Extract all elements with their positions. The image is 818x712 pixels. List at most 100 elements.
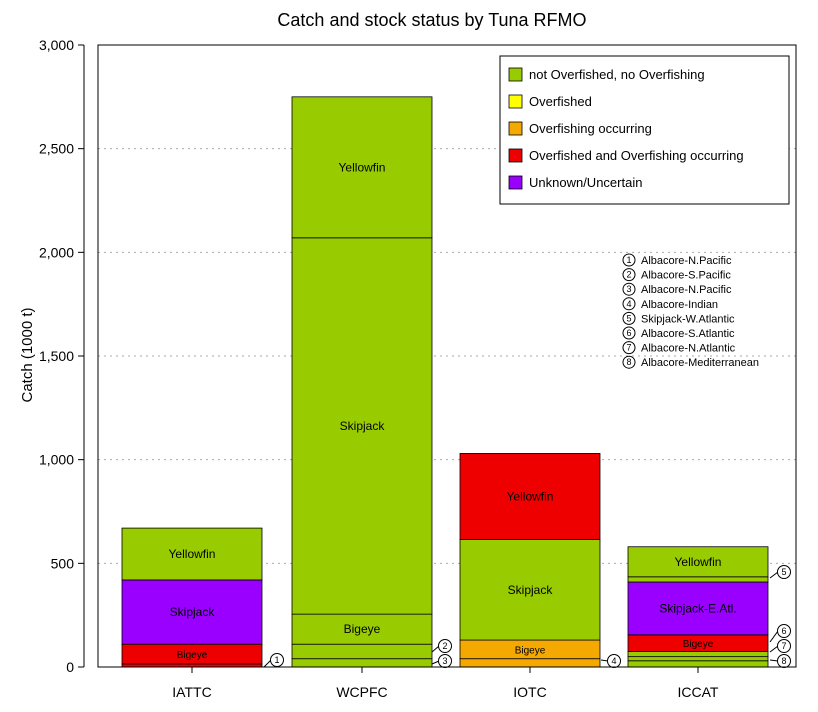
callout-number: 6 xyxy=(781,626,786,636)
segment-label: Yellowfin xyxy=(169,547,216,561)
key-marker xyxy=(622,253,636,267)
segment-label: Skipjack-E.Atl. xyxy=(659,601,736,615)
y-tick-label: 500 xyxy=(51,555,75,571)
bar-stack-iattc: Bigeye Skipjack Yellowfin xyxy=(121,527,263,668)
legend-swatch xyxy=(508,121,523,136)
y-tick-label: 2,500 xyxy=(39,141,74,157)
legend-swatch xyxy=(508,67,523,82)
key-marker xyxy=(622,297,636,311)
key-number: 6 xyxy=(626,328,631,338)
legend-label: Overfished xyxy=(529,94,592,109)
callout-leader xyxy=(263,659,272,668)
y-axis: 0 500 1,000 1,500 2,000 2,500 3,000 xyxy=(39,37,85,675)
callout-leader xyxy=(431,645,440,653)
key-marker xyxy=(622,326,636,340)
x-tick-label: IOTC xyxy=(513,684,546,700)
callout-leader xyxy=(769,659,779,662)
y-tick-label: 0 xyxy=(66,659,74,675)
segment-label: Yellowfin xyxy=(339,160,386,174)
key-label: Albacore-N.Pacific xyxy=(641,284,732,296)
key-number: 8 xyxy=(626,357,631,367)
key-label: Albacore-Mediterranean xyxy=(641,357,759,369)
key-marker xyxy=(622,311,636,325)
callout-leader xyxy=(769,645,779,653)
bars: Bigeye Skipjack Yellowfin Bigeye Skipjack Yel… xyxy=(121,96,769,668)
x-tick-label: WCPFC xyxy=(336,684,387,700)
segment-label: Yellowfin xyxy=(507,489,554,503)
bar-segment xyxy=(627,651,769,658)
segment-label: Bigeye xyxy=(515,645,546,656)
key-label: Albacore-N.Pacific xyxy=(641,255,732,267)
key-number: 2 xyxy=(626,270,631,280)
bar-segment xyxy=(121,527,263,581)
y-tick-label: 2,000 xyxy=(39,244,74,260)
segment-label: Skipjack xyxy=(340,419,386,433)
key-number: 5 xyxy=(626,313,631,323)
key-marker xyxy=(622,282,636,296)
legend-swatch xyxy=(508,175,523,190)
bar-segment xyxy=(627,660,769,668)
legend-label: Overfishing occurring xyxy=(529,121,652,136)
key-number: 1 xyxy=(626,255,631,265)
key-number: 3 xyxy=(626,284,631,294)
callout-marker xyxy=(777,565,791,579)
x-axis: IATTC WCPFC IOTC ICCAT xyxy=(98,666,796,700)
key-marker xyxy=(622,355,636,369)
legend: not Overfished, no Overfishing Overfished… xyxy=(499,55,790,205)
x-tick-label: ICCAT xyxy=(678,684,719,700)
legend-label: Unknown/Uncertain xyxy=(529,175,642,190)
bar-segment xyxy=(459,453,601,540)
key-label: Albacore-S.Pacific xyxy=(641,270,731,282)
y-axis-label: Catch (1000 t) xyxy=(19,307,36,402)
callout-number: 4 xyxy=(611,656,616,666)
callout-number: 7 xyxy=(781,641,786,651)
segment-label: Bigeye xyxy=(683,639,714,650)
segment-label: Bigeye xyxy=(177,650,208,661)
callout-number: 3 xyxy=(442,656,447,666)
key-number: 4 xyxy=(626,299,631,309)
bar-segment xyxy=(121,579,263,645)
x-tick-label: IATTC xyxy=(172,684,211,700)
callout-marker xyxy=(777,639,791,653)
segment-label: Yellowfin xyxy=(675,555,722,569)
callout-number: 5 xyxy=(781,567,786,577)
legend-label: not Overfished, no Overfishing xyxy=(529,67,705,82)
bar-segment xyxy=(291,96,433,239)
callout-leader xyxy=(431,660,440,665)
key-number: 7 xyxy=(626,343,631,353)
key-label: Albacore-Indian xyxy=(641,299,718,311)
callout-number: 2 xyxy=(442,641,447,651)
callouts: 1 3 2 4 8 7 6 5 xyxy=(263,565,791,668)
callout-number: 8 xyxy=(781,656,786,666)
y-tick-label: 3,000 xyxy=(39,37,74,53)
callout-leader xyxy=(769,571,779,579)
bar-segment xyxy=(627,581,769,636)
legend-label: Overfished and Overfishing occurring xyxy=(529,148,744,163)
y-tick-label: 1,500 xyxy=(39,348,74,364)
y-tick-label: 1,000 xyxy=(39,452,74,468)
segment-label: Skipjack xyxy=(508,583,554,597)
callout-leader xyxy=(769,630,779,643)
callout-marker xyxy=(777,624,791,638)
segment-label: Bigeye xyxy=(344,622,381,636)
key-label: Skipjack-W.Atlantic xyxy=(641,313,735,325)
legend-swatch xyxy=(508,148,523,163)
bar-stack-wcpfc: Bigeye Skipjack Yellowfin xyxy=(291,96,433,668)
callout-number: 1 xyxy=(274,655,279,665)
segment-label: Skipjack xyxy=(170,605,216,619)
key-label: Albacore-S.Atlantic xyxy=(641,328,735,340)
legend-box xyxy=(499,55,790,205)
bar-segment xyxy=(627,576,769,583)
key-marker xyxy=(622,341,636,355)
bar-segment xyxy=(291,658,433,668)
callout-marker xyxy=(438,639,452,653)
key-label: Albacore-N.Atlantic xyxy=(641,343,736,355)
bar-segment xyxy=(291,643,433,660)
callout-leader xyxy=(600,659,609,662)
key-marker xyxy=(622,268,636,282)
bar-segment xyxy=(627,546,769,578)
bar-segment xyxy=(627,656,769,662)
bar-stack-iccat: Bigeye Skipjack-E.Atl. Yellowfin xyxy=(627,546,769,668)
